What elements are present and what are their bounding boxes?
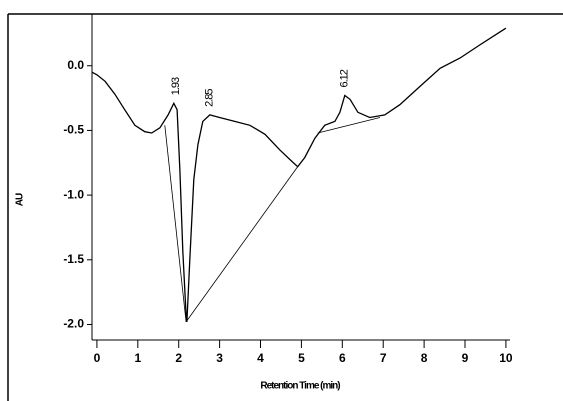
x-tick-label: 10: [499, 351, 513, 365]
x-tick-label: 8: [421, 351, 428, 365]
x-tick-label: 2: [175, 351, 182, 365]
x-tick-label: 6: [339, 351, 346, 365]
peak-label: 1.93: [170, 77, 182, 95]
y-tick-label: -0.5: [63, 123, 84, 137]
x-tick-label: 9: [462, 351, 469, 365]
chromatogram-line: [91, 27, 507, 322]
y-tick-label: -1.5: [63, 252, 84, 266]
x-tick-label: 1: [134, 351, 141, 365]
x-tick-label: 4: [257, 351, 264, 365]
x-tick-label: 5: [298, 351, 305, 365]
x-tick-label: 3: [216, 351, 223, 365]
y-tick-label: -2.0: [63, 317, 84, 331]
x-tick-label: 0: [94, 351, 101, 365]
y-axis-title: AU: [15, 193, 26, 206]
x-axis-title: Retention Time (min): [260, 381, 340, 392]
integration-baseline: [164, 125, 187, 322]
y-tick-label: -1.0: [63, 187, 84, 201]
integration-baseline: [317, 117, 381, 134]
y-tick-label: 0.0: [67, 58, 84, 72]
peak-label: 6.12: [339, 69, 351, 87]
integration-baseline: [185, 166, 299, 323]
peak-label: 2.85: [203, 89, 215, 107]
x-tick-label: 7: [380, 351, 387, 365]
